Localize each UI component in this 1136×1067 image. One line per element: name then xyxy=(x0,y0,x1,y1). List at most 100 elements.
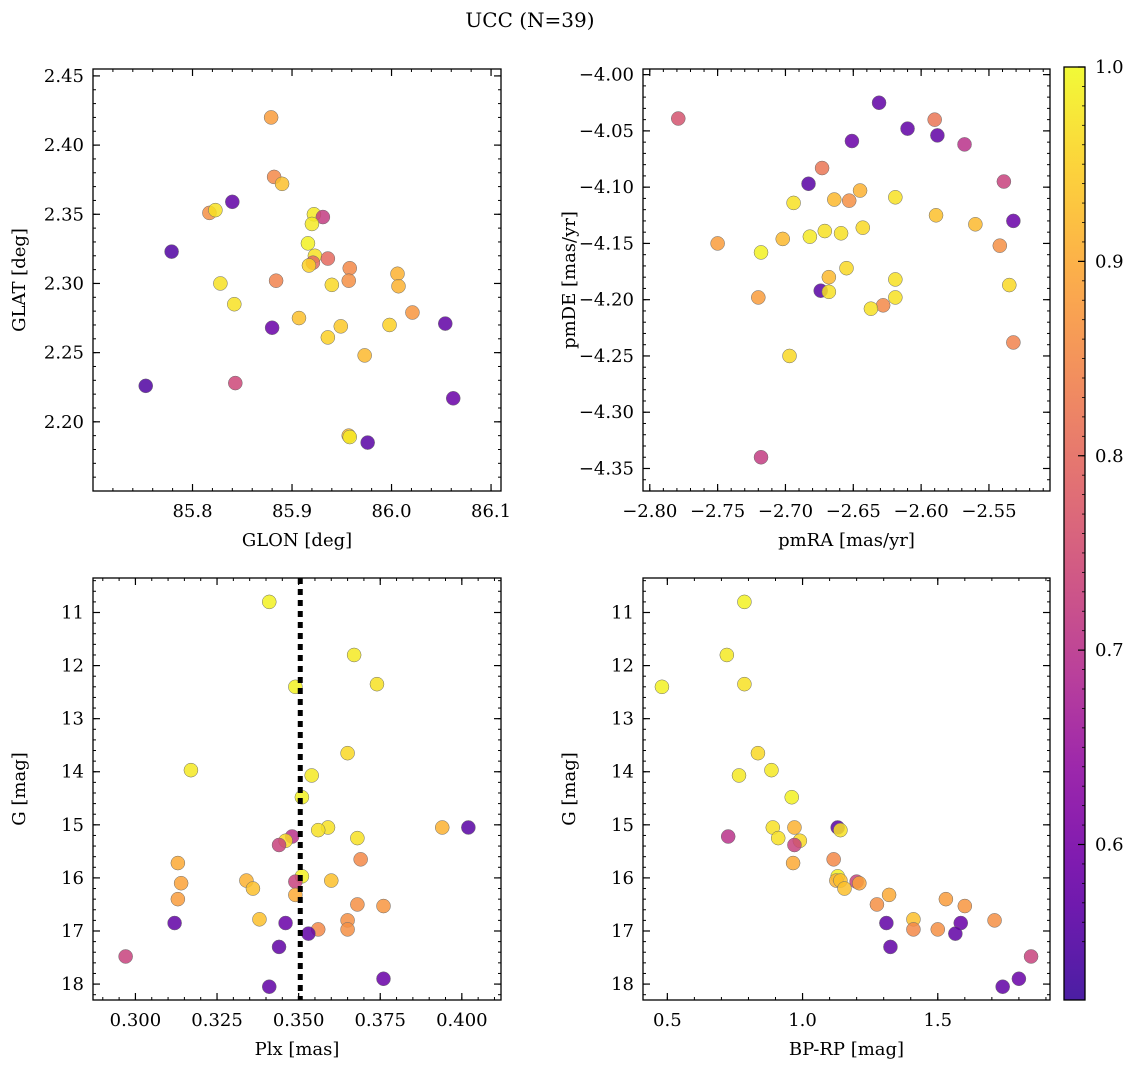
points xyxy=(118,594,476,994)
x-tick-label: 86.1 xyxy=(471,501,511,522)
y-tick-label: 13 xyxy=(611,709,634,730)
y-tick-label: 15 xyxy=(61,815,84,836)
data-point xyxy=(844,133,860,149)
data-point xyxy=(841,193,857,208)
data-point xyxy=(252,912,267,927)
data-point xyxy=(750,745,766,761)
data-point xyxy=(208,202,223,218)
data-point xyxy=(855,220,871,235)
data-point xyxy=(438,316,453,331)
y-tick-label: 2.25 xyxy=(44,343,84,364)
y-tick-label: 12 xyxy=(611,656,634,677)
data-point xyxy=(671,111,686,126)
data-point xyxy=(173,875,189,891)
y-tick-label: −4.35 xyxy=(579,458,634,479)
data-point xyxy=(787,820,802,835)
data-point xyxy=(461,820,476,835)
y-axis-label: pmDE [mas/yr] xyxy=(559,211,580,349)
data-point xyxy=(821,269,837,285)
data-point xyxy=(304,216,320,232)
y-tick-label: 2.45 xyxy=(44,66,84,87)
y-tick-label: 17 xyxy=(61,921,84,942)
data-point xyxy=(333,319,349,334)
x-tick-label: 0.5 xyxy=(653,1010,682,1031)
data-point xyxy=(837,881,852,896)
data-point xyxy=(341,273,356,288)
y-tick-label: 16 xyxy=(61,868,84,889)
axes-frame xyxy=(642,68,1051,492)
axes-frame xyxy=(642,577,1051,1001)
x-axis-label: BP-RP [mag] xyxy=(789,1039,904,1060)
y-axis-label: G [mag] xyxy=(559,752,580,825)
data-point xyxy=(875,298,891,313)
y-tick-label: 14 xyxy=(61,762,84,783)
y-tick-label: −4.20 xyxy=(579,290,634,311)
data-point xyxy=(138,378,153,394)
data-point xyxy=(183,762,199,778)
data-point xyxy=(360,435,375,450)
x-tick-label: 0.350 xyxy=(273,1010,325,1031)
data-point xyxy=(751,290,766,305)
y-tick-label: −4.00 xyxy=(579,65,634,86)
data-point xyxy=(888,290,903,305)
colorbar: 0.6 0.7 0.8 0.9 1.0 xyxy=(1063,57,1124,1001)
data-point xyxy=(245,881,261,896)
data-point xyxy=(301,258,317,273)
points xyxy=(671,95,1021,465)
x-tick-label: 0.400 xyxy=(436,1010,488,1031)
data-point xyxy=(301,926,316,941)
y-axis-label: GLAT [deg] xyxy=(9,228,30,332)
data-point xyxy=(167,915,182,931)
y-tick-label: −4.30 xyxy=(579,402,634,423)
data-point xyxy=(957,898,973,914)
data-point xyxy=(1023,949,1039,964)
y-tick-label: 14 xyxy=(611,762,634,783)
colorbar-tick-label: 1.0 xyxy=(1095,57,1124,78)
colorbar-tick-label: 0.6 xyxy=(1095,835,1124,856)
data-point xyxy=(888,272,903,287)
data-point xyxy=(814,160,830,176)
x-axis-label: pmRA [mas/yr] xyxy=(778,530,915,551)
data-point xyxy=(654,679,670,695)
data-point xyxy=(833,226,849,241)
data-point xyxy=(346,647,362,663)
data-point xyxy=(353,852,368,867)
x-tick-label: −2.75 xyxy=(690,501,745,522)
x-axis-label: Plx [mas] xyxy=(255,1039,340,1060)
data-point xyxy=(376,898,391,914)
data-point xyxy=(871,95,887,111)
y-tick-label: 18 xyxy=(611,974,634,995)
data-point xyxy=(118,949,133,964)
data-point xyxy=(304,768,319,783)
data-point xyxy=(827,192,842,207)
data-point xyxy=(391,278,406,294)
data-point xyxy=(801,176,816,192)
y-tick-label: 11 xyxy=(61,603,84,624)
data-point xyxy=(786,195,801,211)
data-point xyxy=(376,971,391,987)
data-point xyxy=(263,110,279,125)
x-tick-label: 0.325 xyxy=(191,1010,243,1031)
data-point xyxy=(264,320,280,335)
x-tick-label: −2.55 xyxy=(961,501,1016,522)
points xyxy=(654,594,1039,994)
data-point xyxy=(833,822,848,838)
data-point xyxy=(930,128,945,143)
data-point xyxy=(879,915,894,931)
data-point xyxy=(852,875,867,891)
data-point xyxy=(350,897,365,912)
axes-frame xyxy=(92,68,502,492)
data-point xyxy=(782,348,797,364)
colorbar-tick-label: 0.8 xyxy=(1095,446,1124,467)
y-axis-label: G [mag] xyxy=(9,752,30,825)
data-point xyxy=(170,891,186,907)
data-point xyxy=(719,647,735,663)
data-point xyxy=(262,594,277,610)
data-point xyxy=(350,830,365,846)
x-tick-label: 1.0 xyxy=(788,1010,817,1031)
data-point xyxy=(753,449,769,465)
data-point xyxy=(957,137,972,152)
y-tick-label: 16 xyxy=(611,868,634,889)
data-point xyxy=(340,922,355,937)
data-point xyxy=(948,926,963,941)
